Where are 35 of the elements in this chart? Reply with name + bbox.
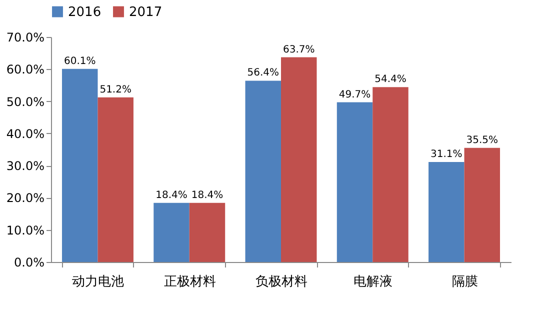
bar [245, 80, 281, 262]
data-label: 56.4% [247, 68, 280, 79]
bar [62, 68, 98, 262]
y-tick-label: 10.0% [6, 223, 44, 238]
data-label: 60.1% [64, 56, 96, 67]
y-tick-label: 40.0% [6, 126, 44, 141]
data-label: 35.5% [466, 134, 498, 146]
data-label: 63.7% [282, 44, 315, 56]
bar [464, 148, 500, 262]
y-tick-label: 20.0% [6, 191, 44, 206]
legend-label: 2016 [68, 4, 102, 20]
x-tick-label: 隔膜 [452, 274, 478, 290]
y-tick-label: 60.0% [6, 62, 44, 77]
data-label: 49.7% [338, 89, 371, 100]
y-tick-label: 70.0% [6, 30, 44, 44]
bar [154, 202, 190, 262]
y-tick-label: 0.0% [14, 256, 44, 270]
x-tick-label: 正极材料 [164, 274, 216, 290]
data-label: 51.2% [100, 84, 132, 96]
bar [428, 162, 464, 262]
data-label: 54.4% [374, 74, 406, 86]
data-label: 18.4% [156, 190, 188, 201]
data-label: 31.1% [430, 149, 462, 160]
bar [281, 57, 317, 262]
bar [98, 97, 134, 262]
y-tick-label: 50.0% [6, 94, 44, 109]
data-label: 18.4% [191, 190, 224, 201]
legend-label: 2017 [129, 4, 162, 20]
bar [372, 87, 408, 262]
x-tick-label: 动力电池 [72, 274, 124, 290]
x-tick-label: 负极材料 [256, 274, 308, 290]
y-tick-label: 30.0% [6, 159, 44, 174]
x-tick-label: 电解液 [354, 274, 393, 290]
bar [336, 102, 373, 262]
bar [189, 202, 226, 262]
